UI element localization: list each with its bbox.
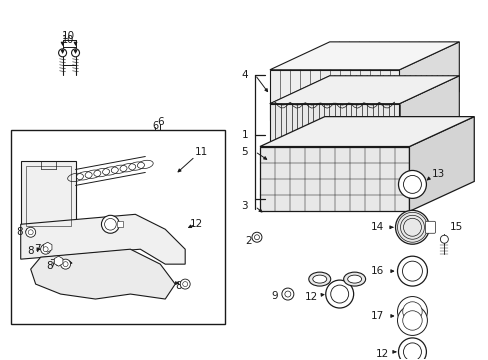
Text: 8: 8: [175, 281, 182, 291]
Circle shape: [251, 232, 262, 242]
Circle shape: [398, 170, 426, 198]
Circle shape: [403, 175, 421, 193]
Text: 1: 1: [241, 130, 247, 140]
Circle shape: [254, 235, 259, 240]
Text: 8: 8: [16, 227, 22, 237]
Polygon shape: [269, 42, 458, 70]
Text: 12: 12: [304, 292, 317, 302]
Polygon shape: [269, 70, 399, 120]
Text: 10: 10: [62, 31, 75, 41]
Text: 3: 3: [241, 201, 247, 211]
FancyBboxPatch shape: [425, 221, 434, 233]
Circle shape: [397, 297, 427, 327]
Circle shape: [330, 285, 348, 303]
Circle shape: [281, 288, 293, 300]
Circle shape: [26, 227, 36, 237]
Text: 7: 7: [34, 244, 41, 254]
Circle shape: [397, 306, 427, 336]
Circle shape: [402, 261, 422, 281]
Ellipse shape: [312, 275, 326, 283]
Circle shape: [61, 259, 70, 269]
Circle shape: [285, 291, 290, 297]
Circle shape: [325, 280, 353, 308]
Polygon shape: [20, 162, 75, 231]
Text: 11: 11: [195, 147, 208, 157]
Polygon shape: [399, 76, 458, 152]
Ellipse shape: [343, 272, 365, 286]
Polygon shape: [260, 117, 473, 147]
Text: 9: 9: [271, 291, 277, 301]
Ellipse shape: [347, 275, 361, 283]
Ellipse shape: [308, 272, 330, 286]
Text: 17: 17: [370, 311, 384, 321]
Circle shape: [183, 282, 187, 287]
Polygon shape: [408, 117, 473, 211]
Text: 15: 15: [448, 222, 462, 232]
Circle shape: [398, 338, 426, 360]
Text: 8: 8: [27, 246, 34, 256]
Polygon shape: [399, 42, 458, 120]
Text: 12: 12: [190, 219, 203, 229]
Circle shape: [402, 302, 421, 321]
Text: 6: 6: [152, 121, 158, 131]
Text: 14: 14: [370, 222, 384, 232]
Text: 16: 16: [370, 266, 384, 276]
Circle shape: [180, 279, 190, 289]
Circle shape: [101, 215, 119, 233]
Text: 12: 12: [375, 349, 389, 359]
Circle shape: [403, 343, 421, 360]
Circle shape: [41, 244, 51, 254]
Text: 6: 6: [157, 117, 163, 127]
Circle shape: [395, 210, 428, 244]
Text: 4: 4: [241, 70, 247, 80]
Circle shape: [28, 230, 33, 235]
Polygon shape: [54, 256, 63, 266]
Polygon shape: [43, 242, 52, 252]
Text: 13: 13: [430, 170, 444, 179]
Text: 5: 5: [241, 147, 247, 157]
Circle shape: [43, 247, 48, 252]
Text: 8: 8: [46, 261, 53, 271]
Text: 7: 7: [49, 259, 56, 269]
Circle shape: [71, 49, 80, 57]
Circle shape: [59, 49, 66, 57]
Circle shape: [63, 262, 68, 267]
Text: 2: 2: [245, 236, 251, 246]
Bar: [117, 221, 123, 227]
Polygon shape: [260, 147, 408, 211]
Circle shape: [397, 256, 427, 286]
Circle shape: [402, 311, 421, 330]
Polygon shape: [269, 104, 399, 152]
Polygon shape: [20, 214, 185, 264]
Bar: [11, 130, 224, 324]
Polygon shape: [269, 76, 458, 104]
Polygon shape: [31, 249, 175, 299]
Circle shape: [440, 235, 447, 243]
Circle shape: [104, 219, 116, 230]
Text: 10: 10: [62, 35, 75, 45]
